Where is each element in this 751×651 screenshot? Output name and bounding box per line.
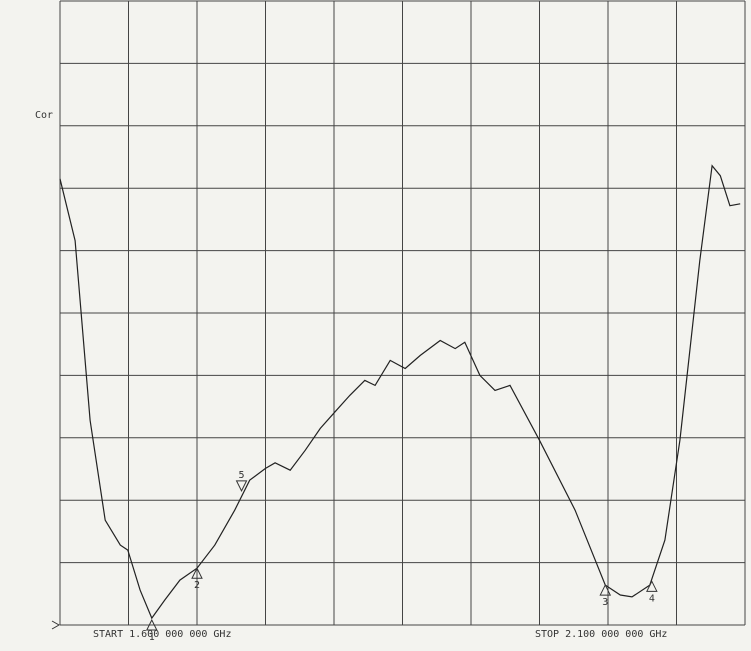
stop-label: STOP 2.100 000 000 GHz — [535, 629, 667, 640]
start-label: START 1.600 000 000 GHz — [93, 629, 231, 640]
marker-label: 2 — [194, 580, 200, 591]
marker-label: 3 — [602, 597, 608, 608]
marker — [646, 580, 658, 592]
trace — [59, 164, 741, 620]
reference-marker — [51, 620, 61, 630]
annotation: Cor — [35, 110, 53, 121]
marker — [599, 583, 612, 596]
marker — [235, 480, 248, 492]
marker-label: 1 — [149, 632, 155, 643]
marker-label: 5 — [239, 470, 245, 481]
marker — [191, 567, 203, 579]
marker-label: 4 — [649, 593, 655, 604]
marker — [145, 618, 158, 631]
